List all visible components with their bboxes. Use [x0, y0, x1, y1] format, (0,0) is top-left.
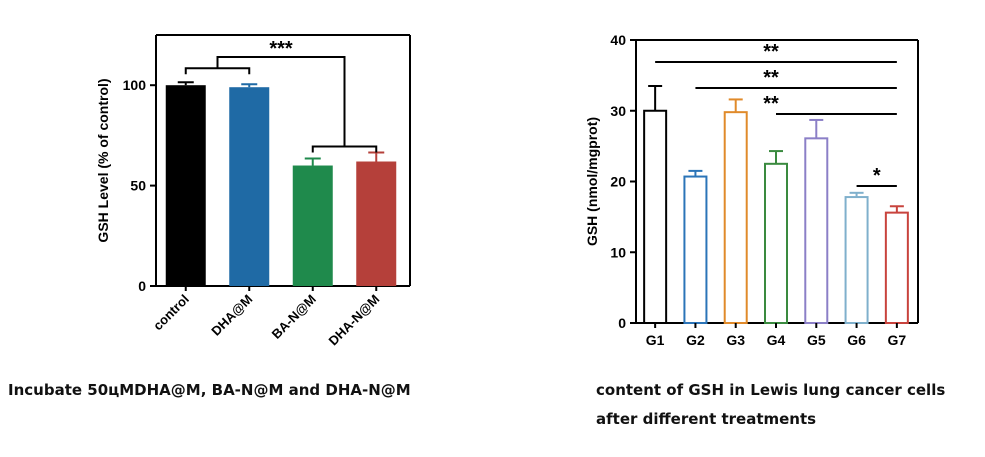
chart2-bar [683, 175, 708, 324]
chart1-x-tick-label: BA-N@M [269, 292, 319, 342]
chart2-bar [764, 162, 788, 324]
chart2-x-tick-label: G4 [767, 332, 786, 348]
chart2-x-tick-label: G1 [646, 332, 665, 348]
chart1-caption: Incubate 50цMDHA@M, BA-N@M and DHA-N@M [8, 381, 411, 399]
chart2-x-tick-label: G2 [686, 332, 705, 348]
chart2-bar [844, 196, 869, 324]
chart1-bracket-left [184, 67, 251, 75]
chart2-y-tick-label: 20 [610, 174, 626, 190]
chart1-x-tick-label: control [150, 292, 192, 334]
chart2-significance-label: ** [763, 41, 779, 63]
chart2-x-tick-label: G5 [807, 332, 826, 348]
chart1-bar [292, 165, 333, 286]
chart2-bar [723, 111, 748, 325]
chart1-y-tick-label: 50 [130, 178, 146, 194]
chart1-y-tick-label: 100 [123, 77, 147, 93]
chart1-bracket-right [311, 145, 378, 153]
chart1-bar [356, 161, 397, 286]
chart2-caption-line-1: content of GSH in Lewis lung cancer cell… [596, 381, 946, 399]
chart2-y-tick-label: 40 [610, 32, 626, 48]
chart2-significance-label: * [873, 165, 881, 187]
chart1-y-axis-label: GSH Level (% of control) [95, 78, 111, 242]
chart1-bar [229, 87, 270, 286]
chart2-x-tick-label: G7 [888, 332, 907, 348]
chart2-x-tick-label: G6 [847, 332, 866, 348]
chart2-bar [804, 137, 829, 324]
chart2-y-tick-label: 0 [618, 315, 626, 331]
chart1-significance-label: *** [269, 38, 293, 60]
chart2-y-tick-label: 30 [610, 103, 626, 119]
chart1-bar [165, 85, 206, 286]
chart2-significance-label: ** [763, 93, 779, 115]
chart1-x-tick-label: DHA@M [208, 292, 255, 339]
chart1-x-tick-label: DHA-N@M [326, 292, 383, 349]
chart2-y-tick-label: 10 [610, 244, 626, 260]
chart1-bracket-top [216, 56, 346, 147]
chart2-x-tick-label: G3 [726, 332, 745, 348]
chart2-significance-label: ** [763, 67, 779, 89]
chart1-y-tick-label: 0 [138, 278, 146, 294]
chart2-y-axis-label: GSH (nmol/mgprot) [584, 117, 600, 246]
chart2-bar [643, 109, 668, 324]
chart2-bar [884, 211, 909, 325]
chart2-caption-line-2: after different treatments [596, 410, 817, 428]
